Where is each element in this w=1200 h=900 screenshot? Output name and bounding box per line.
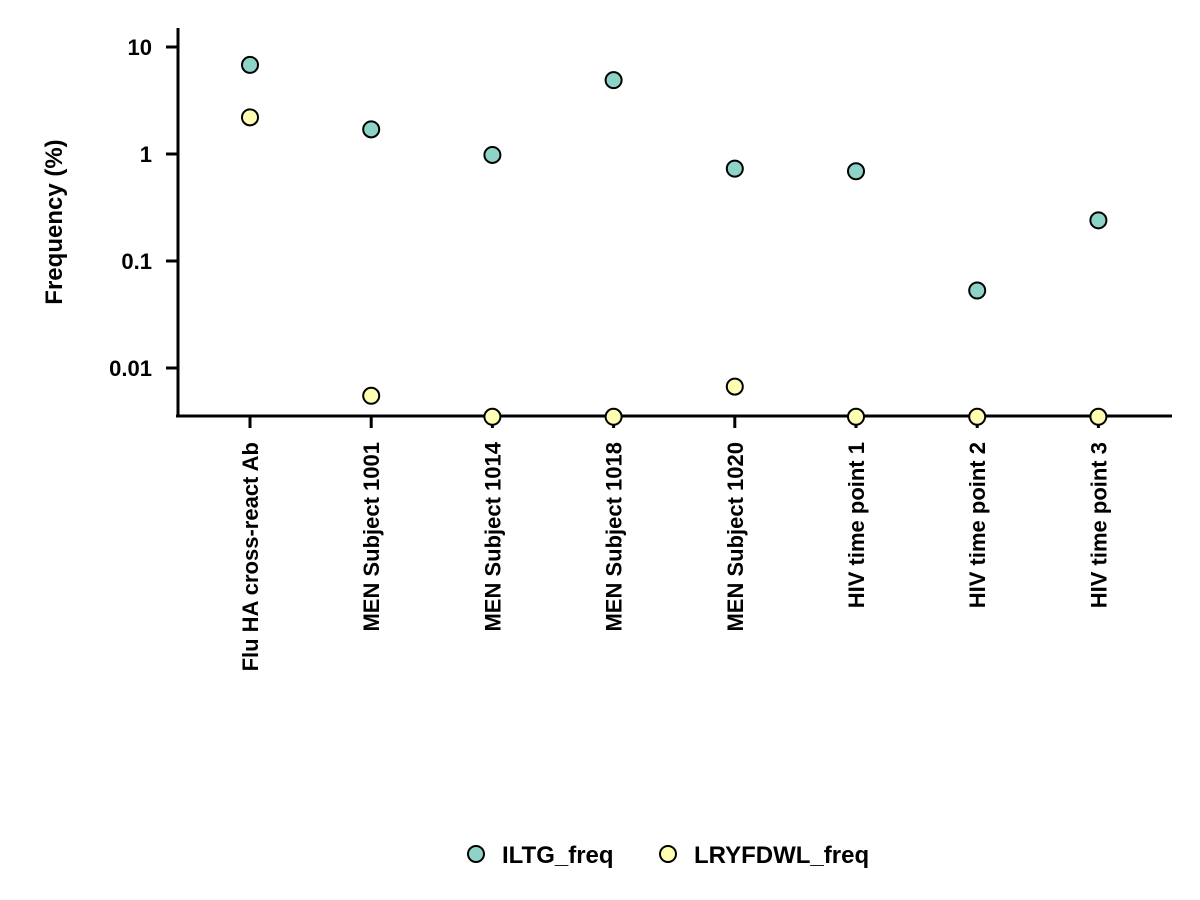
- point-iltg-freq: [241, 55, 259, 74]
- point-lryfdwl-freq: [483, 407, 502, 426]
- legend-label: ILTG_freq: [502, 842, 614, 869]
- point-lryfdwl-freq: [362, 386, 381, 405]
- point-lryfdwl-freq: [847, 407, 865, 426]
- point-iltg-freq: [1089, 211, 1108, 230]
- point-lryfdwl-freq: [604, 407, 623, 426]
- legend-marker: [467, 845, 485, 863]
- x-tick-label: HIV time point 3: [1086, 442, 1111, 608]
- point-iltg-freq: [968, 281, 987, 300]
- data-points: [241, 55, 1108, 426]
- axes: [176, 28, 1172, 418]
- legend: ILTG_freq LRYFDWL_freq: [467, 842, 869, 869]
- point-lryfdwl-freq: [241, 108, 259, 127]
- point-iltg-freq: [483, 145, 502, 164]
- y-tick-label: 0.01: [109, 356, 152, 381]
- point-lryfdwl-freq: [1089, 407, 1108, 426]
- x-tick-label: MEN Subject 1001: [359, 442, 384, 632]
- x-tick-label: MEN Subject 1014: [480, 441, 505, 631]
- legend-marker: [659, 845, 677, 863]
- x-tick-label: HIV time point 2: [965, 442, 990, 608]
- x-ticks: Flu HA cross-react Ab MEN Subject 1001 MEN…: [238, 416, 1111, 671]
- x-tick-label: MEN Subject 1018: [602, 442, 627, 632]
- point-iltg-freq: [847, 162, 865, 181]
- y-ticks: 0.01 0.1 1 10: [109, 35, 178, 381]
- x-tick-label: HIV time point 1: [844, 442, 869, 608]
- y-tick-label: 0.1: [121, 249, 152, 274]
- y-axis-title: Frequency (%): [41, 139, 68, 304]
- legend-label: LRYFDWL_freq: [694, 842, 869, 869]
- point-lryfdwl-freq: [968, 407, 987, 426]
- x-tick-label: Flu HA cross-react Ab: [238, 442, 263, 671]
- y-tick-label: 10: [128, 35, 152, 60]
- x-tick-label: MEN Subject 1020: [723, 442, 748, 632]
- point-lryfdwl-freq: [725, 377, 744, 396]
- y-tick-label: 1: [140, 142, 152, 167]
- point-iltg-freq: [725, 159, 744, 178]
- point-iltg-freq: [604, 71, 623, 90]
- point-iltg-freq: [362, 120, 381, 139]
